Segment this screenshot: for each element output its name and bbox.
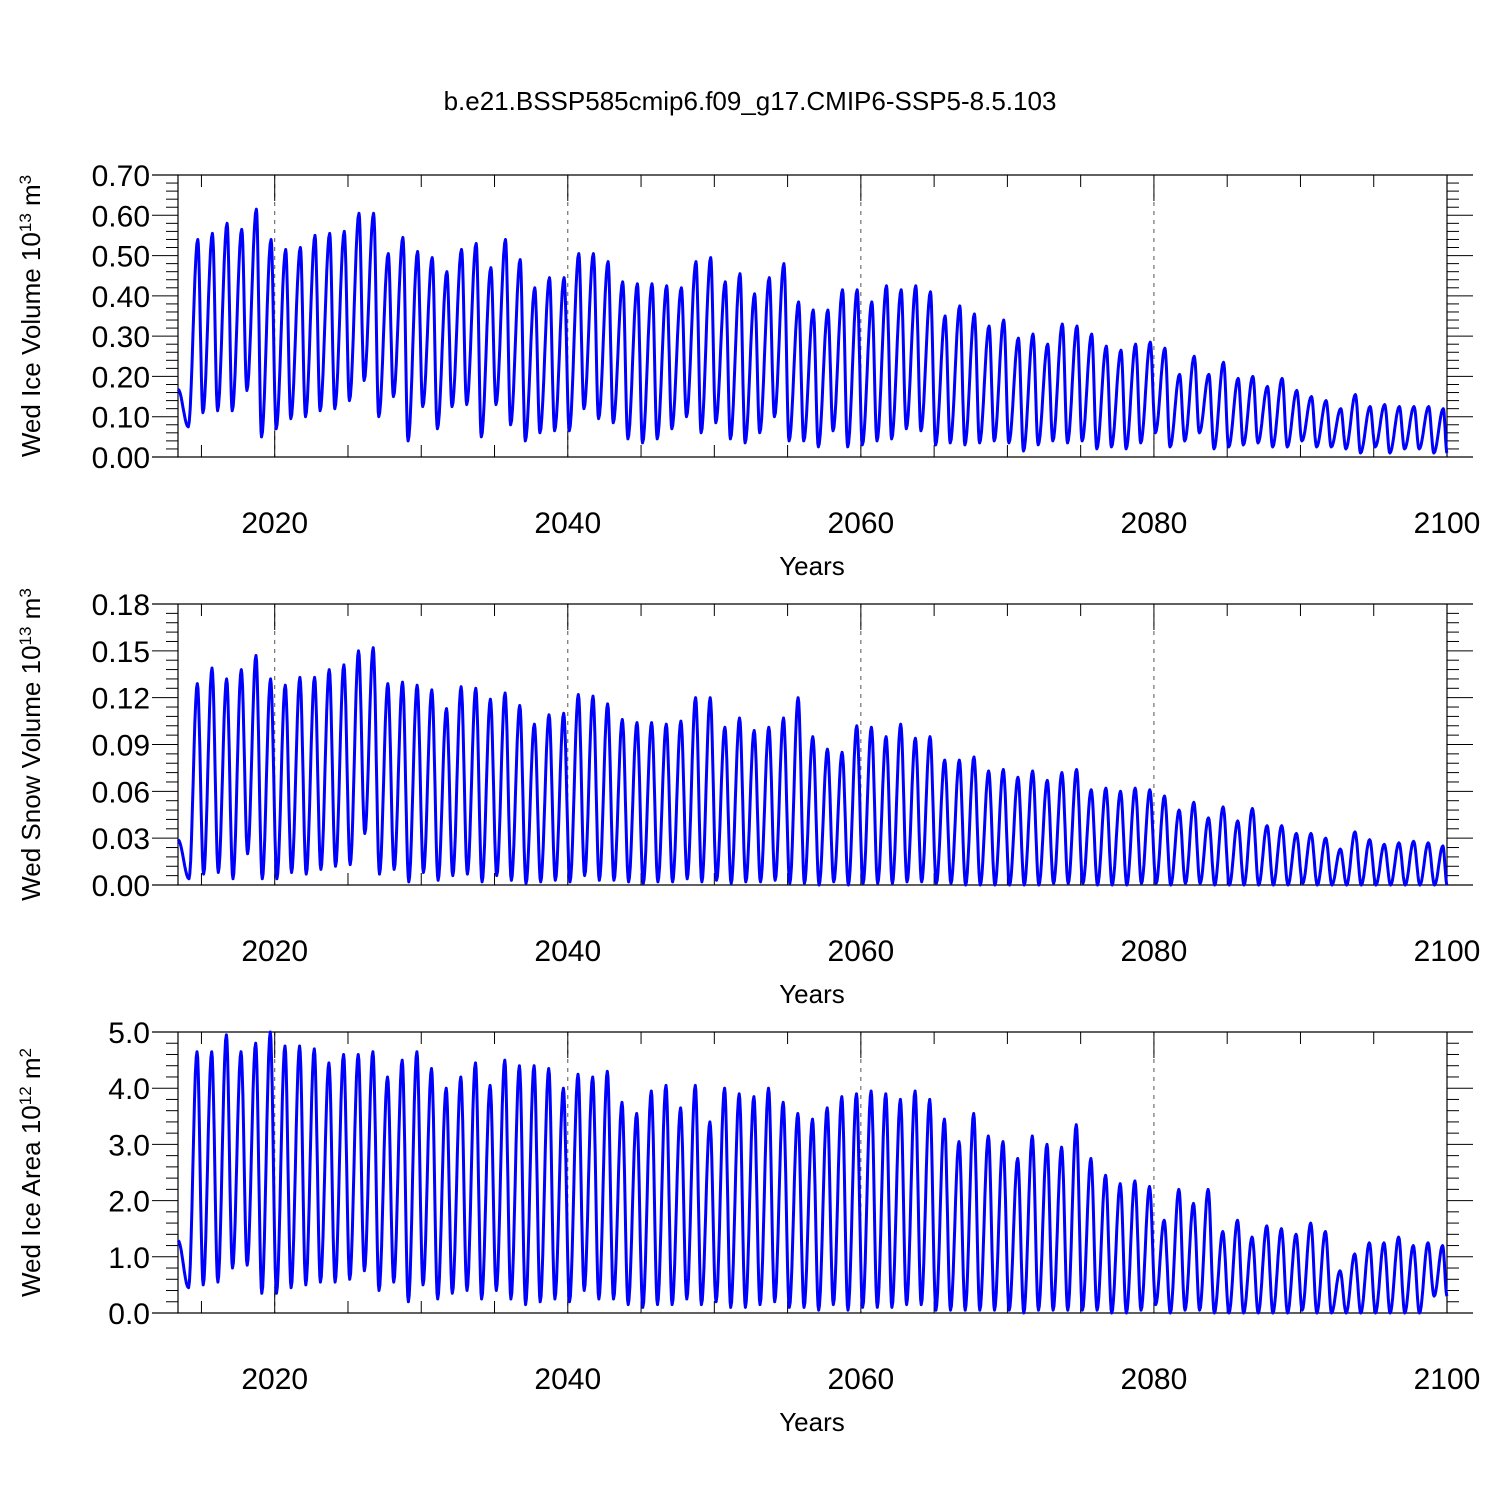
y-tick-label: 0.20 [92,361,150,394]
y-tick-label: 0.06 [92,776,150,809]
y-tick-label: 4.0 [108,1073,150,1106]
panel-ice-area: 0.0 1.0 2.0 3.0 4.0 5.0 2020 2040 2060 2080 2100 Ye… [16,1017,1481,1437]
x-tick-label: 2060 [827,935,894,968]
y-axis-title: Wed Snow Volume 1013 m3 [16,588,47,901]
series-line [176,646,1449,887]
x-tick-label: 2060 [827,507,894,540]
x-tick-label: 2100 [1414,935,1481,968]
x-tick-label: 2020 [241,507,308,540]
x-tick-label: 2040 [534,1363,601,1396]
x-tick-label: 2060 [827,1363,894,1396]
x-tick-label: 2080 [1121,1363,1188,1396]
series-line [176,207,1449,455]
y-tick-label: 0.00 [92,870,150,903]
y-tick-label: 0.00 [92,442,150,475]
y-axis-title: Wed Ice Area 1012 m2 [16,1048,47,1297]
panels-group: 0.00 0.10 0.20 0.30 0.40 0.50 0.60 0.70 2020 2040… [16,160,1481,1437]
x-tick-label: 2020 [241,1363,308,1396]
y-tick-label: 0.18 [92,589,150,622]
y-tick-label: 0.15 [92,636,150,669]
y-axis-title: Wed Ice Volume 1013 m3 [16,175,47,457]
x-axis-title: Years [779,1407,845,1437]
x-tick-label: 2100 [1414,1363,1481,1396]
x-tick-label: 2020 [241,935,308,968]
y-tick-label: 1.0 [108,1242,150,1275]
y-tick-label: 0.40 [92,281,150,314]
y-tick-label: 0.70 [92,160,150,193]
x-axis-title: Years [779,979,845,1009]
y-tick-label: 0.60 [92,200,150,233]
y-tick-label: 0.12 [92,683,150,716]
y-tick-label: 0.0 [108,1298,150,1331]
y-tick-label: 2.0 [108,1186,150,1219]
x-tick-label: 2100 [1414,507,1481,540]
x-axis-title: Years [779,551,845,581]
figure-title: b.e21.BSSP585cmip6.f09_g17.CMIP6-SSP5-8.… [444,86,1057,116]
x-tick-label: 2040 [534,507,601,540]
x-tick-label: 2080 [1121,935,1188,968]
y-tick-label: 0.50 [92,241,150,274]
y-tick-label: 0.03 [92,823,150,856]
x-tick-label: 2080 [1121,507,1188,540]
y-tick-label: 5.0 [108,1017,150,1050]
y-tick-label: 0.30 [92,321,150,354]
y-tick-label: 0.10 [92,402,150,435]
series-line [176,1030,1449,1315]
y-tick-label: 0.09 [92,730,150,763]
panel-ice-volume: 0.00 0.10 0.20 0.30 0.40 0.50 0.60 0.70 2020 2040… [16,160,1481,581]
panel-snow-volume: 0.00 0.03 0.06 0.09 0.12 0.15 0.18 2020 2040 2060… [16,588,1481,1009]
y-tick-label: 3.0 [108,1129,150,1162]
x-tick-label: 2040 [534,935,601,968]
